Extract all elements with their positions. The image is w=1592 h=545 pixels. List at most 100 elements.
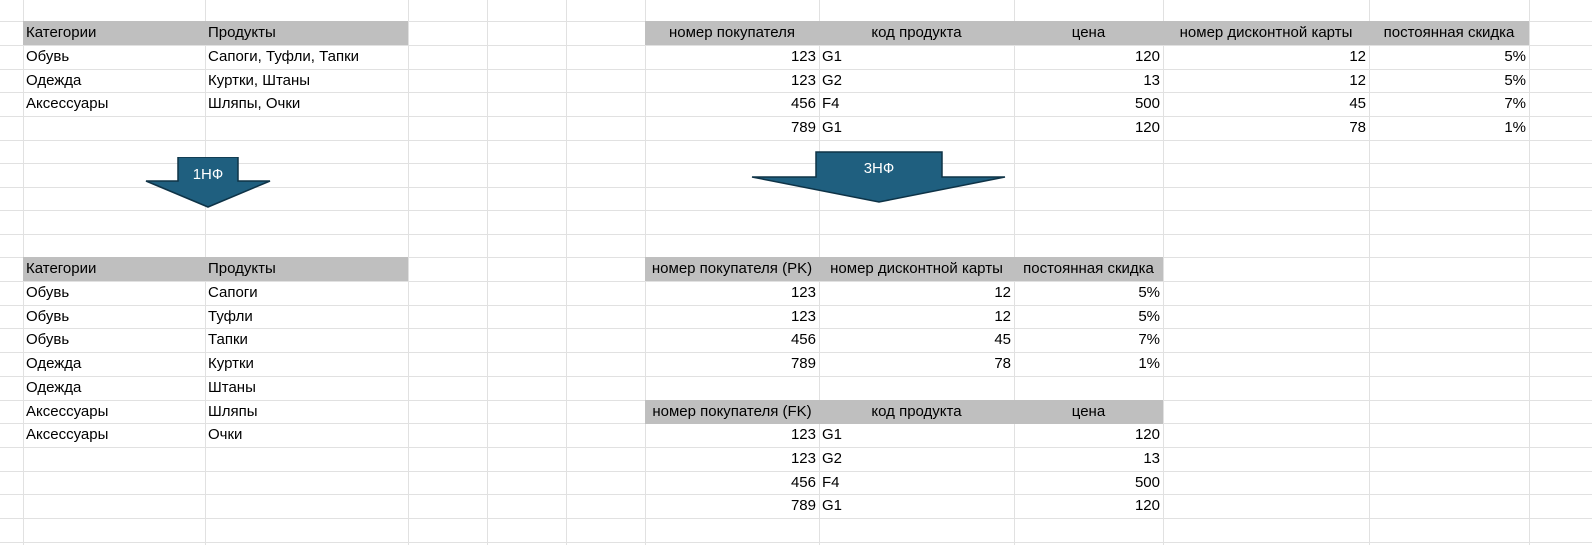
- gridline-horizontal: [0, 92, 1592, 93]
- table-cell[interactable]: Обувь: [26, 331, 70, 348]
- table-cell[interactable]: 12: [994, 284, 1011, 301]
- gridline-vertical: [1369, 0, 1370, 545]
- table-cell[interactable]: 5%: [1138, 284, 1160, 301]
- table-cell[interactable]: 123: [790, 48, 816, 65]
- table-cell[interactable]: 120: [1134, 119, 1160, 136]
- gridline-vertical: [1163, 0, 1164, 545]
- gridline-horizontal: [0, 542, 1592, 543]
- table-cell[interactable]: 123: [790, 308, 816, 325]
- table-cell[interactable]: 45: [994, 331, 1011, 348]
- table-cell[interactable]: Обувь: [26, 48, 70, 65]
- arrow-3nf-label: 3НФ: [863, 160, 895, 177]
- table-cell[interactable]: 12: [1349, 72, 1366, 89]
- gridline-vertical: [487, 0, 488, 545]
- header-cell[interactable]: цена: [1014, 21, 1163, 45]
- table-cell[interactable]: Обувь: [26, 308, 70, 325]
- table-cell[interactable]: 456: [790, 474, 816, 491]
- table-cell[interactable]: 123: [790, 426, 816, 443]
- header-cell[interactable]: Продукты: [205, 21, 408, 45]
- header-cell[interactable]: номер покупателя (PK): [645, 257, 819, 281]
- table-cell[interactable]: 120: [1134, 497, 1160, 514]
- table-cell[interactable]: Одежда: [26, 72, 82, 89]
- table-cell[interactable]: G2: [822, 72, 843, 89]
- table-cell[interactable]: 123: [790, 450, 816, 467]
- table-cell[interactable]: 5%: [1504, 72, 1526, 89]
- table-cell[interactable]: Одежда: [26, 355, 82, 372]
- table-cell[interactable]: 500: [1134, 474, 1160, 491]
- table-cell[interactable]: 789: [790, 497, 816, 514]
- table-cell[interactable]: 7%: [1504, 95, 1526, 112]
- header-cell[interactable]: номер покупателя: [645, 21, 819, 45]
- table-cell[interactable]: 120: [1134, 48, 1160, 65]
- header-cell[interactable]: номер дисконтной карты: [1163, 21, 1369, 45]
- gridline-vertical: [566, 0, 567, 545]
- gridline-horizontal: [0, 210, 1592, 211]
- table-cell[interactable]: Куртки, Штаны: [208, 72, 311, 89]
- gridline-horizontal: [0, 140, 1592, 141]
- table-cell[interactable]: 5%: [1138, 308, 1160, 325]
- table-cell[interactable]: 78: [994, 355, 1011, 372]
- table-cell[interactable]: 12: [1349, 48, 1366, 65]
- gridline-vertical: [408, 0, 409, 545]
- table-cell[interactable]: G1: [822, 119, 843, 136]
- table-cell[interactable]: 12: [994, 308, 1011, 325]
- header-cell[interactable]: Продукты: [205, 257, 408, 281]
- table-cell[interactable]: 1%: [1138, 355, 1160, 372]
- table-cell[interactable]: G2: [822, 450, 843, 467]
- table-cell[interactable]: F4: [822, 95, 840, 112]
- table-cell[interactable]: 13: [1143, 72, 1160, 89]
- table-cell[interactable]: Шляпы, Очки: [208, 95, 301, 112]
- table-cell[interactable]: 123: [790, 284, 816, 301]
- table-cell[interactable]: Куртки: [208, 355, 254, 372]
- table-cell[interactable]: Туфли: [208, 308, 253, 325]
- down-arrow-icon: [145, 156, 271, 208]
- header-cell[interactable]: постоянная скидка: [1014, 257, 1163, 281]
- table-cell[interactable]: F4: [822, 474, 840, 491]
- header-cell[interactable]: код продукта: [819, 21, 1014, 45]
- table-cell[interactable]: 123: [790, 72, 816, 89]
- header-cell[interactable]: код продукта: [819, 400, 1014, 424]
- table-cell[interactable]: 789: [790, 355, 816, 372]
- header-cell[interactable]: номер дисконтной карты: [819, 257, 1014, 281]
- arrow-1nf: 1НФ: [145, 156, 272, 209]
- gridline-horizontal: [0, 116, 1592, 117]
- arrow-3nf: 3НФ: [751, 151, 1007, 205]
- table-cell[interactable]: Очки: [208, 426, 243, 443]
- gridline-horizontal: [0, 163, 1592, 164]
- gridline-horizontal: [0, 376, 1592, 377]
- gridline-horizontal: [0, 187, 1592, 188]
- table-cell[interactable]: Сапоги, Туфли, Тапки: [208, 48, 360, 65]
- gridline-vertical: [1529, 0, 1530, 545]
- table-cell[interactable]: Аксессуары: [26, 426, 109, 443]
- table-cell[interactable]: G1: [822, 426, 843, 443]
- table-cell[interactable]: G1: [822, 497, 843, 514]
- gridline-horizontal: [0, 447, 1592, 448]
- table-cell[interactable]: Аксессуары: [26, 403, 109, 420]
- header-cell[interactable]: номер покупателя (FK): [645, 400, 819, 424]
- header-cell[interactable]: Категории: [23, 21, 205, 45]
- table-cell[interactable]: 5%: [1504, 48, 1526, 65]
- header-cell[interactable]: постоянная скидка: [1369, 21, 1529, 45]
- table-cell[interactable]: 1%: [1504, 119, 1526, 136]
- table-cell[interactable]: 120: [1134, 426, 1160, 443]
- table-cell[interactable]: G1: [822, 48, 843, 65]
- table-cell[interactable]: Шляпы: [208, 403, 258, 420]
- table-cell[interactable]: 7%: [1138, 331, 1160, 348]
- gridline-horizontal: [0, 352, 1592, 353]
- table-cell[interactable]: 13: [1143, 450, 1160, 467]
- table-cell[interactable]: 456: [790, 95, 816, 112]
- table-cell[interactable]: Аксессуары: [26, 95, 109, 112]
- table-cell[interactable]: 500: [1134, 95, 1160, 112]
- table-cell[interactable]: Одежда: [26, 379, 82, 396]
- table-cell[interactable]: 78: [1349, 119, 1366, 136]
- gridline-horizontal: [0, 69, 1592, 70]
- table-cell[interactable]: 45: [1349, 95, 1366, 112]
- header-cell[interactable]: Категории: [23, 257, 205, 281]
- table-cell[interactable]: Штаны: [208, 379, 256, 396]
- table-cell[interactable]: Тапки: [208, 331, 248, 348]
- table-cell[interactable]: Сапоги: [208, 284, 258, 301]
- table-cell[interactable]: 789: [790, 119, 816, 136]
- header-cell[interactable]: цена: [1014, 400, 1163, 424]
- table-cell[interactable]: 456: [790, 331, 816, 348]
- table-cell[interactable]: Обувь: [26, 284, 70, 301]
